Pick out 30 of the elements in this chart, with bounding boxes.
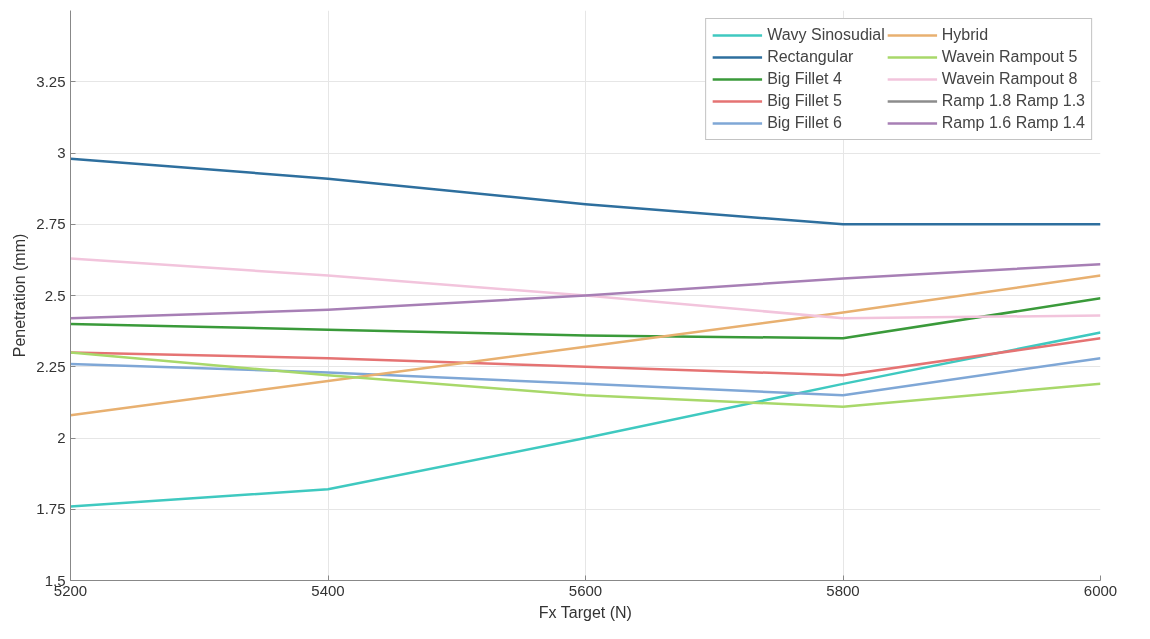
legend-label: Big Fillet 4 bbox=[767, 70, 842, 88]
line-series bbox=[70, 351, 1101, 408]
x-tick-label: 6000 bbox=[1083, 581, 1118, 599]
y-tick-label: 3.25 bbox=[36, 72, 66, 90]
y-tick-label: 3 bbox=[57, 144, 66, 161]
x-tick-label: 5400 bbox=[311, 581, 345, 599]
line-series bbox=[70, 356, 1101, 397]
legend-label: Ramp 1.8 Ramp 1.3 bbox=[941, 92, 1085, 110]
y-tick-label: 1.75 bbox=[36, 500, 66, 518]
legend-label: Big Fillet 5 bbox=[767, 92, 842, 110]
line-series bbox=[70, 331, 1101, 508]
x-axis-title: Fx Target (N) bbox=[538, 603, 632, 621]
line-series bbox=[70, 297, 1101, 340]
line-series bbox=[70, 337, 1101, 377]
x-tick-label: 5800 bbox=[826, 581, 860, 599]
y-tick-label: 2 bbox=[57, 429, 66, 446]
legend-label: Wavy Sinosudial bbox=[767, 26, 885, 44]
legend-label: Rectangular bbox=[767, 48, 854, 66]
legend-label: Wavein Rampout 8 bbox=[941, 70, 1078, 88]
line-series bbox=[70, 274, 1101, 417]
line-series bbox=[70, 157, 1101, 226]
legend-label: Hybrid bbox=[941, 26, 989, 44]
y-axis-title: Penetration (mm) bbox=[11, 233, 29, 358]
y-tick-label: 2.5 bbox=[44, 286, 66, 304]
y-tick-label: 2.25 bbox=[36, 357, 66, 375]
legend-label: Wavein Rampout 5 bbox=[941, 48, 1078, 66]
legend-label: Big Fillet 6 bbox=[767, 114, 842, 132]
x-tick-label: 5600 bbox=[568, 581, 603, 599]
legend-label: Ramp 1.6 Ramp 1.4 bbox=[941, 114, 1085, 132]
y-tick-label: 2.75 bbox=[36, 215, 66, 233]
